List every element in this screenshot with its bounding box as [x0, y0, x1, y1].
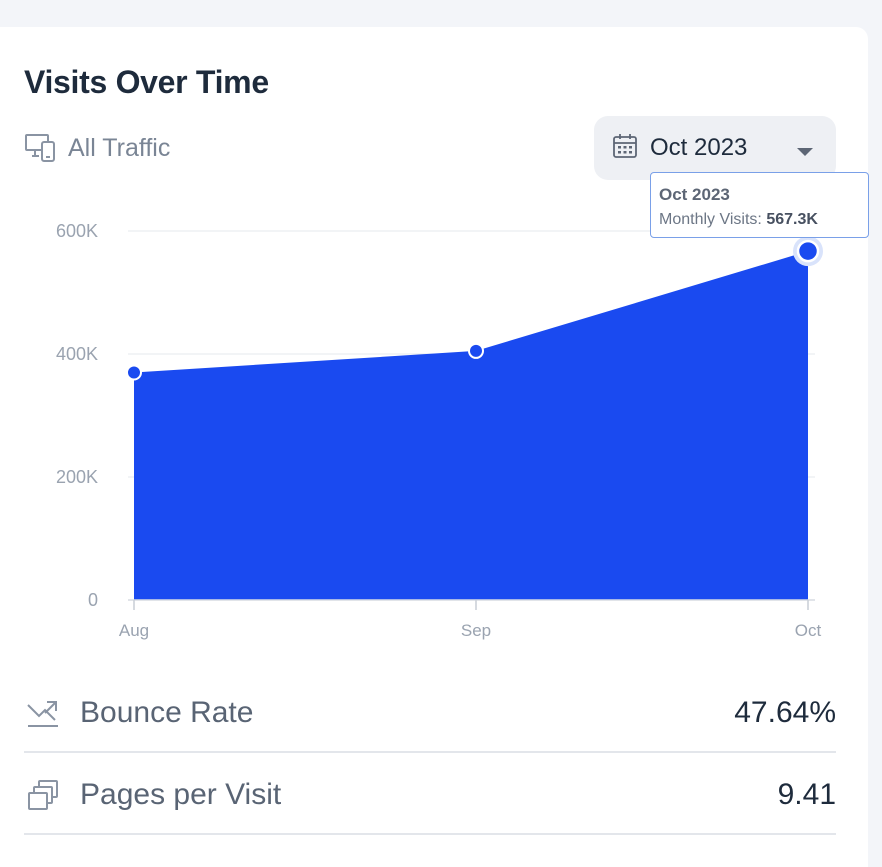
chart-tooltip: Oct 2023 Monthly Visits: 567.3K	[650, 172, 869, 238]
tooltip-title: Oct 2023	[659, 185, 730, 204]
metric-label: Bounce Rate	[80, 696, 254, 729]
metric-bounce-rate: Bounce Rate 47.64%	[24, 673, 836, 753]
y-tick-label: 0	[88, 590, 98, 610]
metric-divider	[24, 751, 836, 753]
chevron-down-icon	[796, 144, 814, 162]
data-point	[468, 342, 484, 359]
trend-down-icon	[24, 694, 62, 732]
tooltip-label: Monthly Visits:	[659, 211, 762, 228]
traffic-filter[interactable]: All Traffic	[24, 132, 170, 164]
x-tick-label: Oct	[795, 621, 822, 640]
x-tick-label: Aug	[119, 621, 149, 640]
y-tick-label: 200K	[56, 467, 98, 487]
y-tick-label: 400K	[56, 344, 98, 364]
traffic-filter-label: All Traffic	[68, 133, 171, 162]
x-tick-label: Sep	[461, 621, 491, 640]
metric-label: Pages per Visit	[80, 778, 282, 811]
metric-pages-per-visit: Pages per Visit 9.41	[24, 755, 836, 835]
calendar-icon	[612, 132, 638, 165]
pages-icon	[24, 776, 62, 814]
metric-divider	[24, 833, 836, 835]
metric-value: 9.41	[777, 778, 836, 811]
devices-icon	[24, 132, 60, 164]
widget-title: Visits Over Time	[24, 64, 269, 100]
date-select[interactable]: Oct 2023	[594, 116, 836, 180]
data-point	[796, 239, 820, 263]
data-point	[126, 364, 142, 381]
visits-area-chart: 0 200K 400K 600K Aug Sep Oct	[56, 221, 823, 640]
tooltip-value: 567.3K	[766, 211, 818, 228]
area-fill	[134, 251, 808, 600]
y-tick-label: 600K	[56, 221, 98, 241]
tooltip-body: Monthly Visits: 567.3K	[659, 207, 868, 232]
date-select-value: Oct 2023	[650, 134, 748, 161]
metric-value: 47.64%	[734, 696, 836, 729]
